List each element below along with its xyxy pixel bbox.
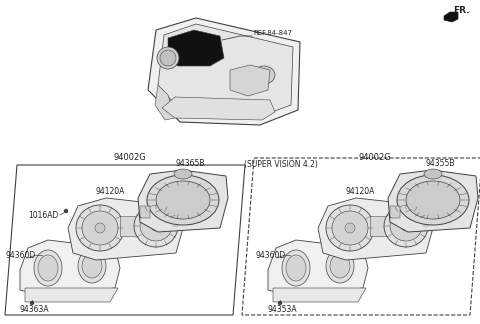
Ellipse shape	[34, 250, 62, 286]
Ellipse shape	[390, 211, 422, 241]
FancyBboxPatch shape	[120, 216, 144, 236]
Ellipse shape	[326, 249, 354, 283]
Polygon shape	[148, 18, 300, 125]
Ellipse shape	[82, 254, 102, 278]
Ellipse shape	[345, 223, 355, 233]
Ellipse shape	[326, 205, 374, 251]
Ellipse shape	[76, 205, 124, 251]
Ellipse shape	[95, 223, 105, 233]
Ellipse shape	[151, 221, 161, 231]
Text: 94360D: 94360D	[255, 250, 285, 260]
Ellipse shape	[286, 255, 306, 281]
Polygon shape	[168, 30, 224, 66]
Polygon shape	[444, 12, 458, 22]
Ellipse shape	[330, 254, 350, 278]
Ellipse shape	[174, 169, 192, 179]
Polygon shape	[230, 65, 270, 96]
Polygon shape	[138, 170, 228, 232]
Ellipse shape	[384, 205, 428, 247]
Polygon shape	[162, 97, 275, 120]
FancyBboxPatch shape	[370, 216, 394, 236]
Text: 94120A: 94120A	[345, 187, 374, 196]
Polygon shape	[20, 240, 120, 295]
Text: 94365B: 94365B	[175, 159, 204, 168]
Ellipse shape	[156, 181, 210, 219]
Circle shape	[278, 302, 281, 305]
Ellipse shape	[157, 47, 179, 69]
Text: 94353A: 94353A	[268, 305, 298, 314]
Ellipse shape	[332, 211, 368, 245]
Polygon shape	[388, 170, 478, 232]
Text: 94120A: 94120A	[95, 187, 124, 196]
Text: 94002G: 94002G	[359, 153, 391, 162]
Ellipse shape	[253, 66, 275, 84]
Text: 94355B: 94355B	[425, 159, 455, 168]
Text: 94363A: 94363A	[20, 305, 49, 314]
Ellipse shape	[401, 221, 411, 231]
Polygon shape	[318, 198, 433, 260]
Ellipse shape	[160, 50, 176, 66]
Text: 94360D: 94360D	[5, 250, 35, 260]
Ellipse shape	[424, 169, 442, 179]
Circle shape	[31, 302, 34, 305]
Polygon shape	[155, 85, 175, 120]
Ellipse shape	[147, 175, 219, 225]
FancyBboxPatch shape	[140, 206, 150, 218]
Ellipse shape	[38, 255, 58, 281]
Ellipse shape	[134, 205, 178, 247]
Ellipse shape	[282, 250, 310, 286]
FancyBboxPatch shape	[390, 206, 400, 218]
Polygon shape	[68, 198, 183, 260]
Polygon shape	[158, 24, 293, 118]
Text: (SUPER VISION 4.2): (SUPER VISION 4.2)	[244, 160, 318, 169]
Circle shape	[64, 210, 68, 213]
Ellipse shape	[140, 211, 172, 241]
Ellipse shape	[406, 181, 460, 219]
Ellipse shape	[78, 249, 106, 283]
Polygon shape	[268, 240, 368, 295]
Text: 94002G: 94002G	[114, 153, 146, 162]
Text: REF.84-847: REF.84-847	[253, 30, 292, 36]
Ellipse shape	[82, 211, 118, 245]
Text: FR.: FR.	[453, 6, 469, 15]
Polygon shape	[273, 288, 366, 302]
Text: 1016AD: 1016AD	[28, 211, 59, 219]
Ellipse shape	[397, 175, 469, 225]
Polygon shape	[25, 288, 118, 302]
